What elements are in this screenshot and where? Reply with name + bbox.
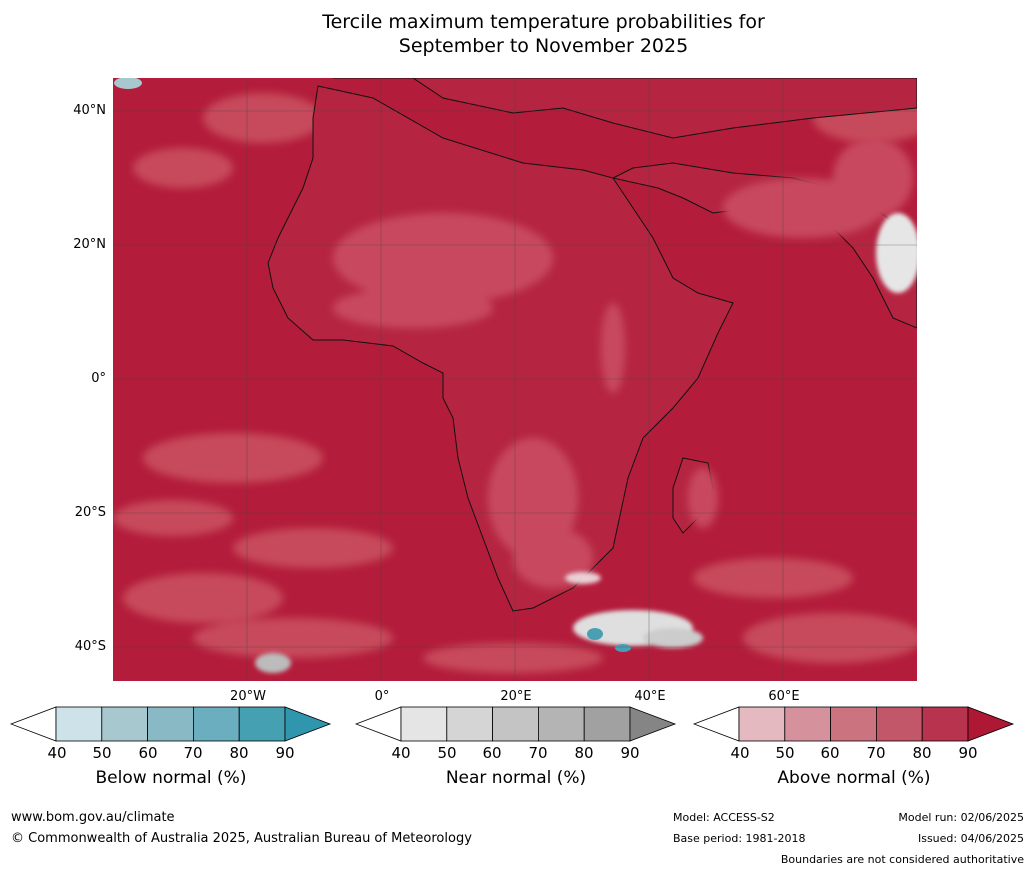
- lon-label-60e: 60°E: [768, 689, 800, 704]
- colorbar-segment: [446, 706, 494, 742]
- colorbar-extend-high: [629, 706, 677, 742]
- colorbar-above-normal: [693, 706, 1015, 742]
- lat-label-0: 0°: [91, 371, 106, 386]
- colorbar-segment: [400, 706, 448, 742]
- model-run-text: Model run: 02/06/2025: [898, 811, 1024, 824]
- colorbar-below-normal: [10, 706, 332, 742]
- colorbar-label-above: Above normal (%): [777, 768, 931, 788]
- tick-label: 80: [574, 744, 594, 762]
- tick-label: 40: [391, 744, 411, 762]
- ocean-patches: [113, 93, 917, 673]
- tick-label: 40: [47, 744, 67, 762]
- colorbar-extend-low: [10, 706, 57, 742]
- tick-label: 50: [92, 744, 112, 762]
- issued-text: Issued: 04/06/2025: [917, 832, 1024, 845]
- colorbar-segment: [192, 706, 240, 742]
- lat-label-40s: 40°S: [74, 639, 106, 654]
- colorbar-segment: [921, 706, 969, 742]
- base-period-text: Base period: 1981-2018: [673, 832, 806, 845]
- lat-label-20s: 20°S: [74, 505, 106, 520]
- tick-label: 80: [912, 744, 932, 762]
- lon-label-20w: 20°W: [230, 689, 266, 704]
- tick-label: 80: [229, 744, 249, 762]
- near-normal-patches: [255, 213, 917, 673]
- graticule: [113, 78, 917, 681]
- tick-label: 60: [138, 744, 158, 762]
- tick-label: 50: [775, 744, 795, 762]
- probability-map: [113, 78, 917, 681]
- tick-label: 70: [866, 744, 886, 762]
- colorbar-segment: [238, 706, 286, 742]
- tick-label: 60: [482, 744, 502, 762]
- below-normal-patches: [114, 78, 631, 652]
- disclaimer-text: Boundaries are not considered authoritat…: [780, 853, 1024, 866]
- tick-label: 90: [958, 744, 978, 762]
- lon-label-40e: 40°E: [634, 689, 666, 704]
- colorbar-segment: [101, 706, 149, 742]
- lon-label-20e: 20°E: [500, 689, 532, 704]
- tick-label: 90: [620, 744, 640, 762]
- tick-label: 50: [437, 744, 457, 762]
- colorbar-extend-low: [355, 706, 402, 742]
- colorbar-near-normal: [355, 706, 677, 742]
- tick-label: 60: [820, 744, 840, 762]
- colorbar-segment: [55, 706, 103, 742]
- map-title: Tercile maximum temperature probabilitie…: [0, 10, 1035, 58]
- colorbar-segment: [583, 706, 631, 742]
- copyright-text: © Commonwealth of Australia 2025, Austra…: [11, 831, 472, 846]
- colorbar-segment: [537, 706, 585, 742]
- tick-label: 90: [275, 744, 295, 762]
- colorbar-segment: [830, 706, 877, 742]
- colorbar-extend-high: [967, 706, 1015, 742]
- colorbar-segment: [875, 706, 923, 742]
- colorbar-segment: [738, 706, 786, 742]
- model-text: Model: ACCESS-S2: [673, 811, 775, 824]
- lat-label-40n: 40°N: [73, 103, 106, 118]
- colorbar-extend-high: [284, 706, 332, 742]
- colorbar-label-below: Below normal (%): [95, 768, 247, 788]
- lon-label-0: 0°: [374, 689, 390, 704]
- tick-label: 70: [183, 744, 203, 762]
- tick-label: 70: [528, 744, 548, 762]
- colorbar-segment: [492, 706, 539, 742]
- website-link[interactable]: www.bom.gov.au/climate: [11, 810, 175, 825]
- lat-label-20n: 20°N: [73, 237, 106, 252]
- colorbar-segment: [784, 706, 832, 742]
- title-line-2: September to November 2025: [398, 35, 689, 57]
- colorbar-segment: [147, 706, 194, 742]
- tick-label: 40: [730, 744, 750, 762]
- colorbar-extend-low: [693, 706, 740, 742]
- title-line-1: Tercile maximum temperature probabilitie…: [322, 11, 765, 33]
- colorbar-label-near: Near normal (%): [445, 768, 587, 788]
